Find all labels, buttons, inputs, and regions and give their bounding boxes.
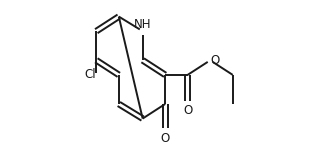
Text: Cl: Cl [85, 68, 96, 81]
Text: O: O [183, 104, 192, 117]
Text: NH: NH [134, 18, 151, 31]
Text: O: O [161, 132, 170, 145]
Text: O: O [210, 54, 219, 67]
